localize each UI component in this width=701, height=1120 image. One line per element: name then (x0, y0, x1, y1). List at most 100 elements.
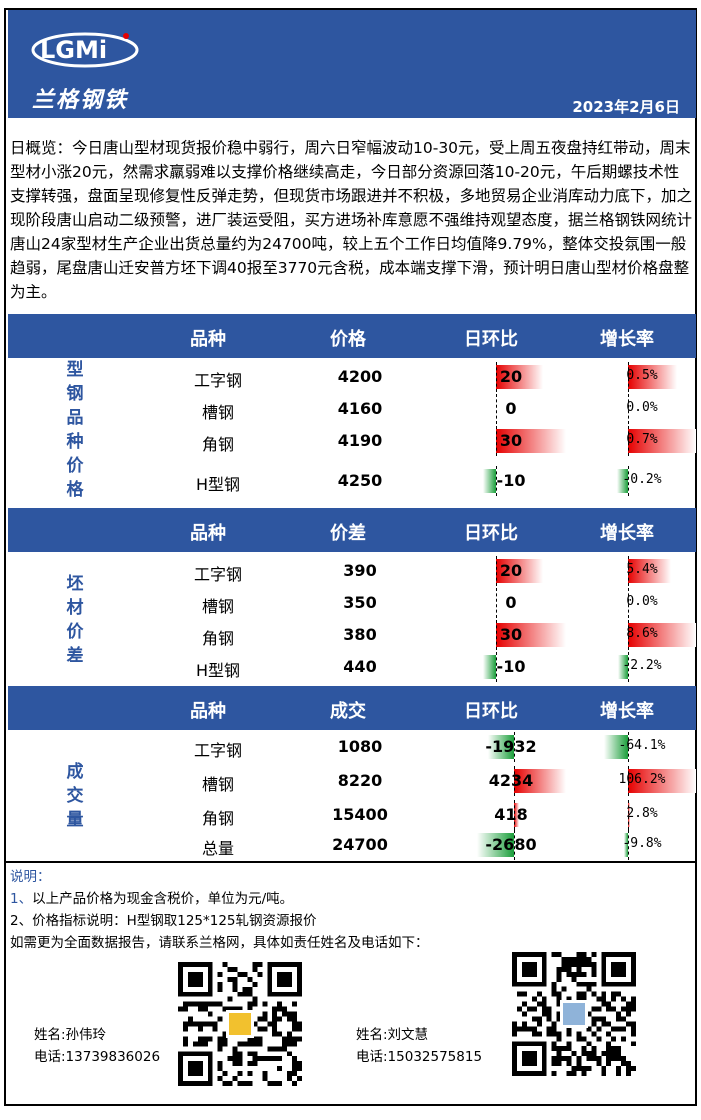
rate-label: 0.0% (626, 400, 658, 415)
column-header: 日环比 (464, 523, 518, 544)
change-axis (496, 652, 497, 682)
table-row: 总量 24700 -2680 -9.8% (8, 830, 696, 860)
product-value: 15400 (332, 805, 388, 824)
product-name: 工字钢 (193, 565, 242, 584)
notes-line-3: 如需更为全面数据报告，请联系兰格网，具体如责任姓名及电话如下： (10, 935, 429, 951)
table-row: H型钢 440 -10 -2.2% (8, 652, 696, 682)
product-name: 槽钢 (201, 775, 234, 794)
change-cell: 0 (456, 588, 566, 618)
product-value: 380 (343, 625, 377, 644)
column-header: 日环比 (464, 701, 518, 722)
change-label: 418 (494, 805, 528, 824)
product-name: H型钢 (195, 661, 241, 680)
column-header: 品种 (190, 523, 226, 544)
rate-axis (628, 830, 629, 860)
rate-bar (628, 429, 696, 453)
change-label: 30 (499, 625, 523, 644)
rate-cell: -0.2% (588, 466, 696, 496)
change-bar (496, 429, 566, 453)
rate-axis (628, 362, 629, 392)
change-cell: -2680 (456, 830, 566, 860)
product-value: 4160 (337, 399, 383, 418)
rate-label: 106.2% (618, 772, 666, 787)
rate-cell: 0.0% (588, 394, 696, 424)
product-value: 4200 (337, 367, 383, 386)
section-label-text: 成交量 (66, 762, 84, 830)
change-cell: -1932 (456, 732, 566, 762)
change-cell: 20 (456, 362, 566, 392)
rate-label: 8.6% (626, 626, 658, 641)
change-axis (514, 830, 515, 860)
rate-label: 0.7% (626, 432, 658, 447)
report-header: LGMi 兰格钢铁 2023年2月6日 (8, 10, 696, 118)
section-label-text: 坯材价差 (66, 574, 84, 666)
rate-label: -0.2% (622, 472, 662, 487)
rate-cell: -9.8% (588, 830, 696, 860)
change-label: 0 (505, 399, 517, 418)
column-header: 成交 (330, 701, 366, 722)
product-name: 工字钢 (193, 371, 242, 390)
rate-label: -2.2% (622, 658, 662, 673)
change-cell: 30 (456, 426, 566, 456)
column-header: 增长率 (600, 701, 654, 722)
rate-label: -9.8% (622, 836, 662, 851)
notes-title: 说明： (10, 869, 51, 885)
table-row: 工字钢 4200 20 0.5% (8, 362, 696, 392)
change-label: 0 (505, 593, 517, 612)
logo-mark-text: LGMi (40, 36, 107, 64)
product-value: 390 (343, 561, 377, 580)
product-name: 槽钢 (201, 597, 234, 616)
product-value: 24700 (332, 835, 388, 854)
notes-line-2: 2、价格指标说明：H型钢取125*125轧钢资源报价 (10, 913, 317, 929)
column-header: 品种 (190, 701, 226, 722)
change-cell: 418 (456, 800, 566, 830)
rate-label: -64.1% (618, 738, 666, 753)
table-header-1: 品种 价差 日环比 增长率 (8, 508, 696, 552)
section-label-text: 型钢品种价格 (66, 360, 84, 500)
rate-bar (617, 655, 628, 679)
contact-1-phone: 电话:13739836026 (34, 1049, 161, 1065)
contact-1: 姓名:孙伟玲 电话:13739836026 (34, 1024, 160, 1068)
rate-cell: 5.4% (588, 556, 696, 586)
column-header: 价格 (330, 329, 366, 350)
section-label: 型钢品种价格 (60, 358, 90, 502)
report-date: 2023年2月6日 (572, 98, 680, 116)
rate-label: 5.4% (626, 562, 658, 577)
change-bar (496, 365, 543, 389)
change-label: -10 (496, 471, 526, 490)
change-label: 20 (499, 367, 523, 386)
rate-bar (603, 735, 628, 759)
rate-axis (628, 466, 629, 496)
rate-cell: -2.2% (588, 652, 696, 682)
rate-cell: 0.7% (588, 426, 696, 456)
column-header: 品种 (190, 329, 226, 350)
change-cell: 4234 (456, 766, 566, 796)
column-header: 价差 (330, 523, 366, 544)
rate-label: 0.5% (626, 368, 658, 383)
rate-axis (628, 800, 629, 830)
product-value: 440 (343, 657, 377, 676)
change-bar (514, 769, 566, 793)
change-axis (496, 362, 497, 392)
product-value: 8220 (337, 771, 383, 790)
section-label: 坯材价差 (60, 572, 90, 668)
rate-axis (628, 620, 629, 650)
product-name: 角钢 (201, 809, 234, 828)
product-name: 工字钢 (193, 741, 242, 760)
notes-line-1: 1、以上产品价格为现金含税价，单位为元/吨。 (10, 891, 294, 907)
rate-bar (616, 469, 628, 493)
change-label: -10 (496, 657, 526, 676)
change-bar (482, 655, 496, 679)
contact-2-phone: 电话:15032575815 (356, 1049, 483, 1065)
qr-code-1 (178, 962, 302, 1086)
table-row: H型钢 4250 -10 -0.2% (8, 466, 696, 496)
rate-cell: 0.0% (588, 588, 696, 618)
table-row: 角钢 15400 418 2.8% (8, 800, 696, 830)
column-header: 增长率 (600, 523, 654, 544)
rate-label: 2.8% (626, 806, 658, 821)
rate-cell: 2.8% (588, 800, 696, 830)
notes: 说明： 1、以上产品价格为现金含税价，单位为元/吨。 2、价格指标说明：H型钢取… (10, 866, 429, 954)
rate-bar (628, 623, 696, 647)
product-value: 4190 (337, 431, 383, 450)
contact-1-name: 姓名:孙伟玲 (34, 1027, 107, 1043)
